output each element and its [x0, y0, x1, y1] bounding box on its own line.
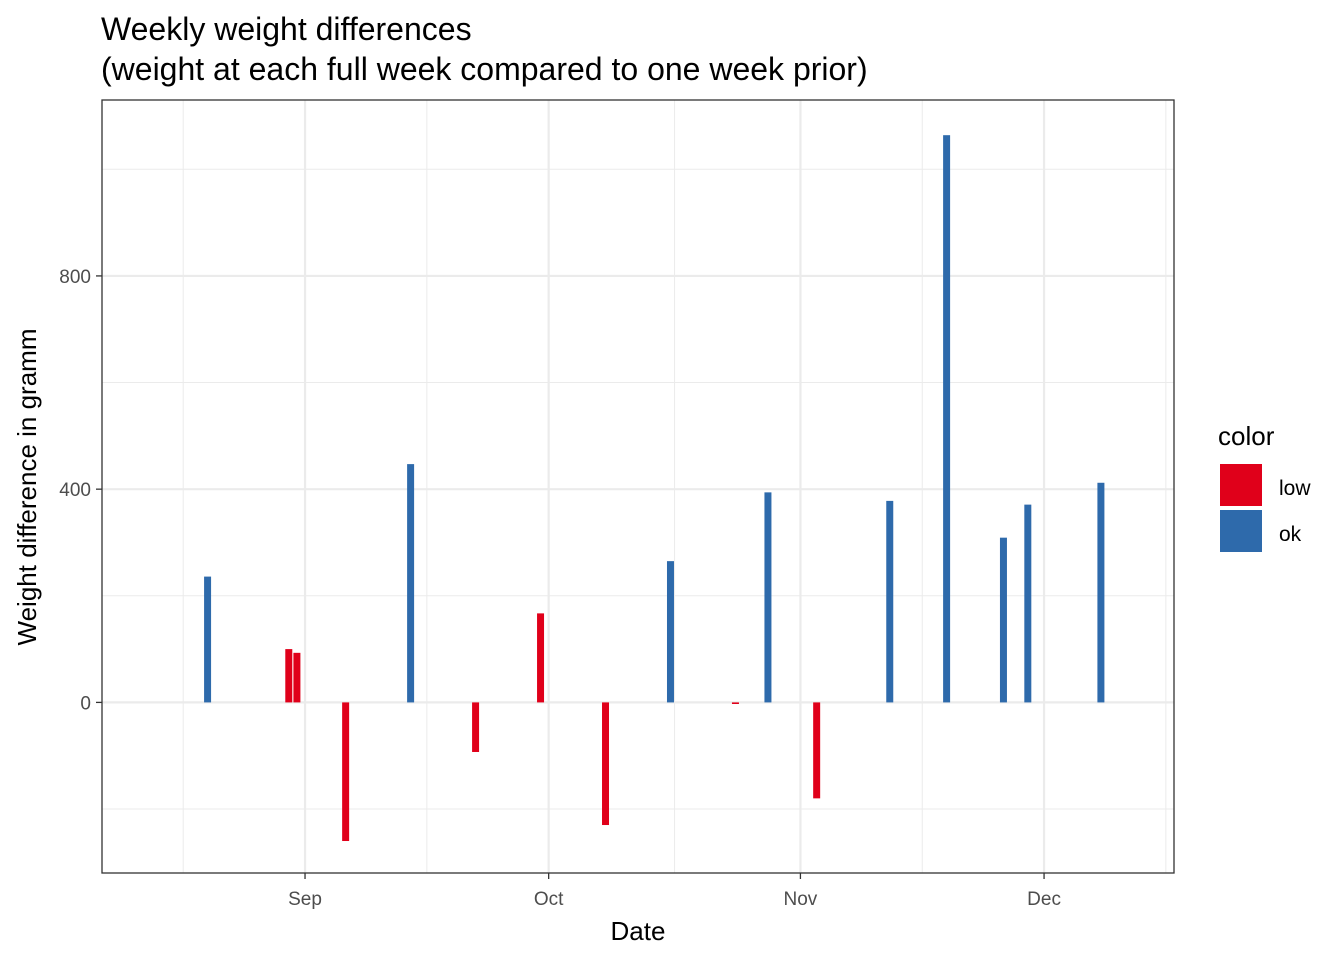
bar-ok	[407, 464, 415, 703]
bar-low	[813, 702, 821, 799]
legend-swatch-ok	[1220, 510, 1262, 552]
bar-ok	[666, 561, 674, 703]
plot-panel-border	[101, 99, 1175, 874]
x-tick-label: Dec	[1027, 889, 1061, 910]
x-tick-label: Nov	[784, 889, 818, 910]
bar-ok	[943, 135, 951, 703]
bar-low	[472, 702, 480, 752]
bar-ok	[764, 492, 772, 703]
chart-subtitle: (weight at each full week compared to on…	[101, 51, 868, 87]
y-tick-label: 400	[59, 480, 91, 501]
bar-ok	[999, 537, 1007, 703]
legend-title: color	[1218, 421, 1275, 451]
legend-swatch-low	[1220, 464, 1262, 506]
major-gridlines	[102, 100, 1174, 873]
y-axis: 0 400 800	[59, 267, 102, 714]
bar-low	[342, 702, 350, 842]
bars-layer	[204, 135, 1105, 842]
y-tick-label: 800	[59, 267, 91, 288]
chart-title: Weekly weight differences	[101, 11, 472, 47]
y-axis-title: Weight difference in gramm	[12, 329, 42, 646]
bar-low	[537, 613, 545, 703]
bar-ok	[1024, 504, 1032, 703]
legend-label-low: low	[1279, 477, 1311, 500]
plot-panel-background	[102, 100, 1174, 873]
bar-ok	[204, 576, 212, 703]
bar-low	[293, 652, 301, 703]
minor-gridlines	[102, 100, 1174, 873]
bar-ok	[886, 500, 894, 703]
x-tick-label: Oct	[534, 889, 564, 910]
x-axis: Sep Oct Nov Dec	[288, 873, 1061, 910]
x-axis-title: Date	[611, 916, 666, 946]
bar-low	[731, 702, 739, 705]
legend-label-ok: ok	[1279, 523, 1302, 546]
bar-low	[602, 702, 610, 826]
bar-low	[285, 649, 293, 703]
x-tick-label: Sep	[288, 889, 322, 910]
legend: color low ok	[1218, 421, 1311, 552]
y-tick-label: 0	[80, 693, 91, 714]
bar-ok	[1097, 482, 1105, 703]
